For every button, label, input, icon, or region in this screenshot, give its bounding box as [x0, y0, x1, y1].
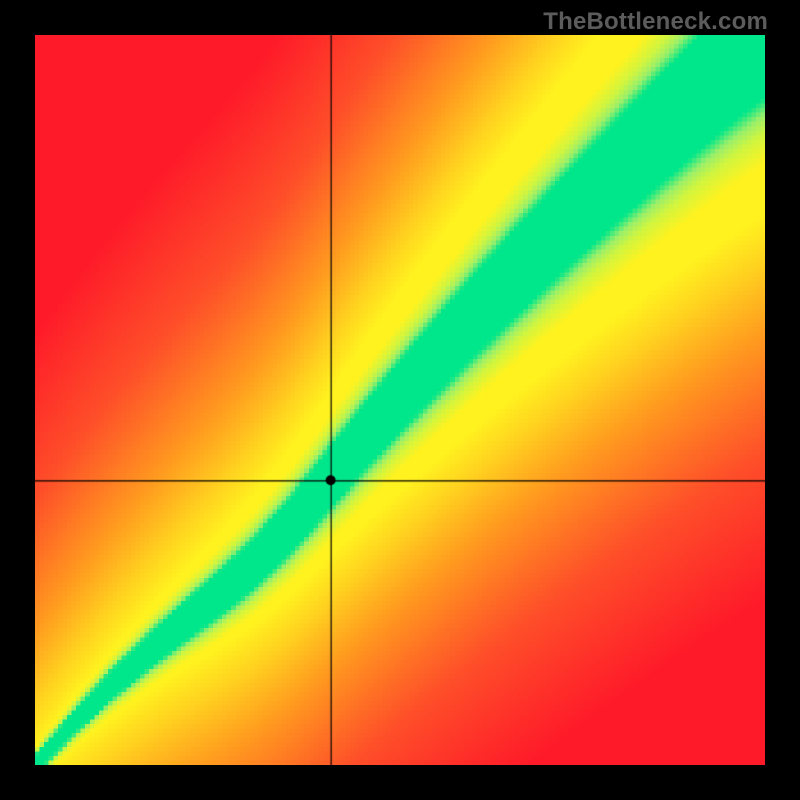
chart-stage: TheBottleneck.com [0, 0, 800, 800]
watermark-text: TheBottleneck.com [543, 8, 768, 36]
bottleneck-heatmap [35, 35, 765, 765]
